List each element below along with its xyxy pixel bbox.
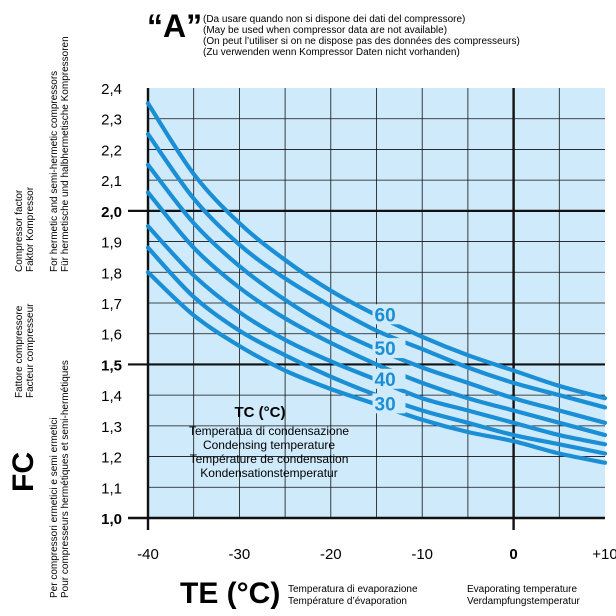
legend-line-4: Kondensationstemperatur [200, 466, 337, 480]
x-desc-4: Verdampfungstemperatur [467, 596, 581, 607]
y-axis-symbol: FC [7, 452, 40, 492]
y-tick-label: 1,6 [101, 327, 122, 344]
series-label: 50 [375, 339, 396, 360]
legend-line-3: Température de condensation [190, 452, 349, 466]
y-tick-label: 1,2 [101, 450, 122, 467]
x-axis-symbol: TE (°C) [180, 577, 280, 610]
note-line-1: (Da usare quando non si dispone dei dati… [203, 14, 465, 25]
x-desc-1: Temperatura di evaporazione [288, 584, 418, 595]
series-label: 40 [375, 370, 396, 391]
y-desc-8: Pour compresseurs hermétiques et semi-he… [60, 360, 71, 598]
x-tick-label: +10 [592, 546, 616, 563]
y-tick-label: 1,8 [101, 265, 122, 282]
y-desc-5: Fattore compressore [14, 305, 25, 398]
y-tick-label: 1,7 [101, 296, 122, 313]
y-tick-label: 2,3 [101, 112, 122, 129]
y-tick-label: 1,0 [101, 511, 122, 528]
x-desc-3: Evaporating temperature [467, 584, 578, 595]
series-label-bg [372, 338, 406, 359]
y-desc-2: Faktor Kompressor [25, 186, 36, 272]
y-tick-label: 2,4 [101, 81, 122, 98]
series-line-3 [145, 190, 608, 438]
legend-title: TC (°C) [235, 404, 286, 421]
y-tick-label: 1,5 [101, 357, 122, 374]
y-desc-4: Für hermetische und halbhermetische Komp… [60, 36, 71, 272]
note-line-2: (May be used when compressor data are no… [203, 25, 447, 36]
series-label-bg [372, 304, 406, 325]
series-label: 30 [375, 394, 396, 415]
legend-line-2: Condensing temperature [203, 438, 335, 452]
legend-line-1: Temperatua di condensazione [189, 424, 349, 438]
y-tick-label: 2,1 [101, 173, 122, 190]
x-tick-label: -30 [229, 546, 251, 563]
x-tick-label: 0 [509, 546, 517, 563]
curve-labels: 30 40 50 60 [372, 304, 406, 415]
y-desc-7: Per compressori ermetici e semi ermetici [49, 417, 60, 598]
x-tick-label: -20 [320, 546, 342, 563]
y-desc-1: Compressor factor [14, 189, 25, 272]
y-tick-label: 1,1 [101, 480, 122, 497]
y-tick-label: 1,3 [101, 419, 122, 436]
chart-title: “A” [147, 8, 202, 44]
y-desc-6: Facteur compresseur [25, 303, 36, 398]
series-label-bg [372, 393, 406, 414]
ticks: 1,0 1,1 1,2 1,3 1,4 1,5 1,6 1,7 1,8 1,9 2,0 2,1 2,2 2… [101, 81, 616, 563]
y-desc-3: For hermetic and semi-hermetic compresso… [49, 71, 60, 272]
x-tick-label: -10 [411, 546, 433, 563]
note-line-3: (On peut l’utiliser si on ne dispose pas… [203, 36, 520, 47]
y-tick-label: 2,2 [101, 142, 122, 159]
y-tick-label: 1,4 [101, 388, 122, 405]
x-tick-label: -40 [137, 546, 159, 563]
series-line-5 [145, 131, 608, 410]
y-tick-label: 2,0 [101, 204, 122, 221]
note-line-4: (Zu verwenden wenn Kompressor Daten nich… [203, 47, 460, 58]
x-desc-2: Température d’évaporation [288, 596, 407, 607]
y-tick-label: 1,9 [101, 235, 122, 252]
grid [128, 88, 605, 530]
series-label: 60 [375, 305, 396, 326]
series-label-bg [372, 368, 406, 389]
